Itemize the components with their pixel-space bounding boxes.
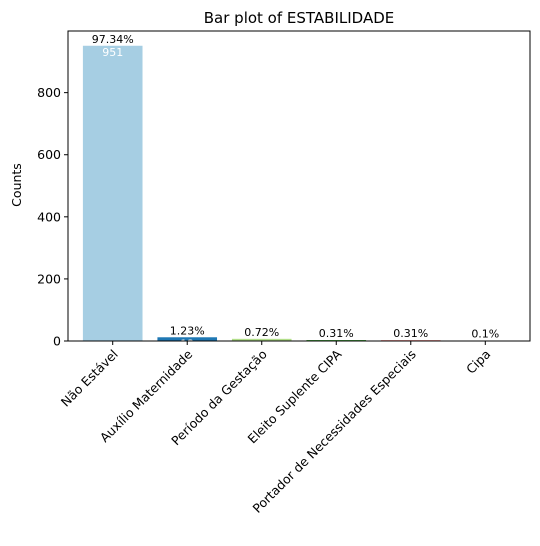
count-label-2: 7 (258, 339, 265, 352)
bar-2 (231, 338, 292, 341)
chart-title: Bar plot of ESTABILIDADE (204, 9, 395, 27)
x-tick-label-0: Não Estável (58, 347, 121, 410)
y-tick-label-2: 400 (37, 209, 61, 224)
y-axis-label: Counts (9, 163, 24, 207)
y-tick-label-0: 0 (53, 334, 61, 349)
count-label-4: 3 (407, 340, 414, 353)
bars-group (82, 45, 516, 342)
count-label-3: 3 (333, 340, 340, 353)
y-tick-label-1: 200 (37, 271, 61, 286)
percent-label-2: 0.72% (244, 326, 279, 339)
y-tick-label-4: 800 (37, 85, 61, 100)
percent-label-3: 0.31% (319, 327, 354, 340)
percent-label-4: 0.31% (393, 327, 428, 340)
y-axis: 0 200 400 600 800 (37, 85, 68, 349)
percent-labels-group: 97.34% 1.23% 0.72% 0.31% 0.31% 0.1% (92, 33, 500, 341)
percent-label-5: 0.1% (471, 328, 499, 341)
percent-label-0: 97.34% (92, 33, 134, 46)
bar-1 (157, 337, 218, 341)
x-tick-label-4: Portador de Necessidades Especiais (249, 347, 418, 516)
y-tick-label-3: 600 (37, 147, 61, 162)
plot-frame (67, 30, 531, 342)
count-label-5: 1 (482, 341, 489, 354)
percent-label-1: 1.23% (170, 324, 205, 337)
x-tick-label-5: Cipa (463, 347, 493, 377)
bar-0 (82, 45, 143, 342)
count-label-0: 951 (102, 46, 123, 59)
